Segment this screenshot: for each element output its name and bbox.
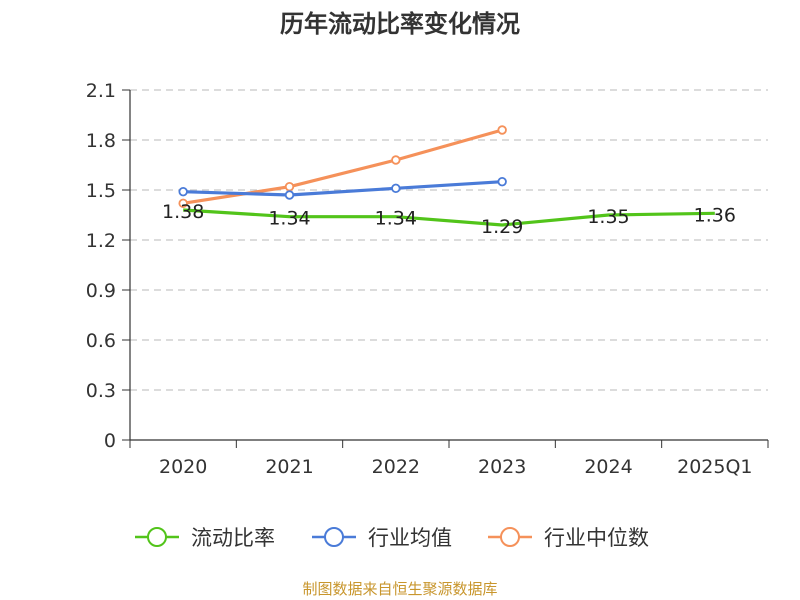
data-point (284, 181, 295, 192)
legend-label: 行业中位数 (544, 526, 649, 550)
legend-label: 行业均值 (368, 526, 452, 550)
data-point (497, 176, 507, 187)
data-labels: 1.38 1.34 1.34 1.29 1.35 1.36 (162, 201, 736, 238)
y-tick-label: 0.9 (86, 280, 116, 302)
legend-marker (147, 527, 167, 547)
x-tick-label: 2025Q1 (677, 456, 752, 478)
data-point (178, 198, 188, 209)
series-group (178, 125, 715, 227)
series-line-0 (183, 208, 715, 227)
data-label: 1.34 (268, 208, 310, 230)
x-tick-label: 2023 (478, 456, 526, 478)
x-tick-label: 2022 (372, 456, 420, 478)
data-point (391, 155, 401, 165)
data-point (178, 186, 188, 197)
legend-marker (324, 527, 344, 547)
y-tick-label: 1.8 (86, 130, 116, 152)
y-tick-label: 0.6 (86, 330, 116, 352)
legend-item-1[interactable]: 行业均值 (312, 526, 452, 550)
source-note: 制图数据来自恒生聚源数据库 (302, 580, 497, 598)
x-axis: 2020 2021 2022 2023 2024 2025Q1 (129, 439, 769, 478)
chart-title: 历年流动比率变化情况 (280, 10, 520, 38)
data-label: 1.36 (694, 204, 736, 226)
data-label: 1.29 (481, 216, 523, 238)
x-tick-label: 2020 (159, 456, 207, 478)
x-tick-label: 2024 (584, 456, 632, 478)
data-point (497, 125, 507, 135)
y-tick-label: 2.1 (86, 80, 116, 102)
legend-marker (500, 527, 520, 547)
legend-item-2[interactable]: 行业中位数 (488, 526, 649, 550)
y-tick-label: 1.2 (86, 230, 116, 252)
data-label: 1.38 (162, 201, 204, 223)
legend-label: 流动比率 (191, 526, 275, 550)
x-tick-label: 2021 (265, 456, 313, 478)
series-line-1 (183, 180, 503, 197)
data-point (391, 183, 401, 194)
legend-item-0[interactable]: 流动比率 (135, 526, 275, 550)
y-axis: 0 0.3 0.6 0.9 1.2 1.5 1.8 2.1 (86, 80, 131, 452)
y-tick-label: 0.3 (86, 380, 116, 402)
y-tick-label: 0 (104, 430, 116, 452)
data-point (284, 190, 295, 200)
legend[interactable]: 流动比率 行业均值 行业中位数 (135, 526, 649, 550)
grid-lines (130, 89, 768, 391)
data-label: 1.35 (587, 206, 629, 228)
data-label: 1.34 (375, 208, 417, 230)
series-line-2 (182, 128, 503, 205)
y-tick-label: 1.5 (86, 180, 116, 202)
